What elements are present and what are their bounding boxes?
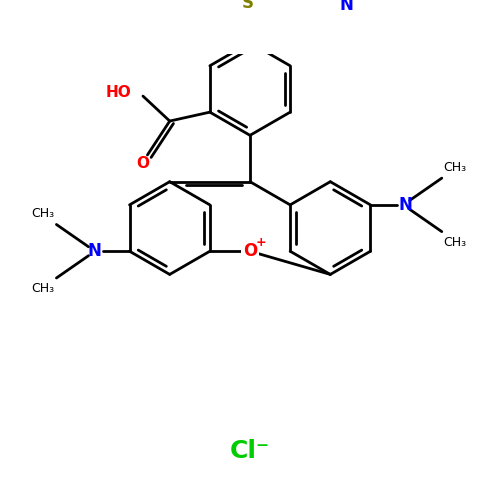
Text: HO: HO (105, 85, 131, 100)
Text: S: S (242, 0, 254, 12)
Text: CH₃: CH₃ (32, 282, 54, 296)
Text: CH₃: CH₃ (444, 160, 466, 173)
Text: N: N (340, 0, 353, 14)
Text: O: O (243, 242, 257, 260)
Text: O: O (136, 156, 149, 172)
Text: CH₃: CH₃ (444, 236, 466, 249)
Text: Cl⁻: Cl⁻ (230, 439, 270, 463)
Text: N: N (87, 242, 101, 260)
Text: CH₃: CH₃ (32, 207, 54, 220)
Text: N: N (399, 196, 413, 214)
Text: +: + (256, 236, 266, 249)
